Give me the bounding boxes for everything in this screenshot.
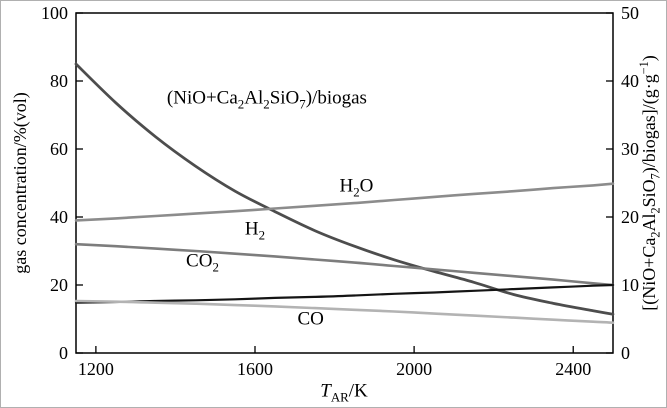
- svg-text:50: 50: [621, 3, 639, 23]
- svg-text:2400: 2400: [555, 359, 591, 379]
- svg-text:10: 10: [621, 275, 639, 295]
- curve-label-co2: CO2: [186, 250, 219, 275]
- curve-label-h2: H2: [244, 218, 266, 243]
- svg-text:1600: 1600: [237, 359, 273, 379]
- svg-text:0: 0: [59, 343, 68, 363]
- svg-text:80: 80: [50, 71, 68, 91]
- svg-text:30: 30: [621, 139, 639, 159]
- svg-text:1200: 1200: [78, 359, 114, 379]
- svg-text:60: 60: [50, 139, 68, 159]
- svg-text:40: 40: [50, 207, 68, 227]
- svg-text:2000: 2000: [396, 359, 432, 379]
- y-axis-label-left: gas concentration/%(vol): [10, 92, 30, 274]
- curve-label-h2o: H2O: [339, 175, 374, 200]
- svg-text:40: 40: [621, 71, 639, 91]
- annotation-ratio-curve: (NiO+Ca2Al2SiO7)/biogas: [166, 87, 367, 112]
- svg-text:0: 0: [621, 343, 630, 363]
- svg-text:100: 100: [41, 3, 68, 23]
- svg-text:20: 20: [621, 207, 639, 227]
- y-axis-label-right: [(NiO+Ca2Al2SiO7)/biogas]/(g·g−1): [637, 55, 663, 311]
- svg-text:20: 20: [50, 275, 68, 295]
- curve-label-co: CO: [297, 308, 324, 330]
- x-axis-label: TAR/K: [320, 380, 368, 405]
